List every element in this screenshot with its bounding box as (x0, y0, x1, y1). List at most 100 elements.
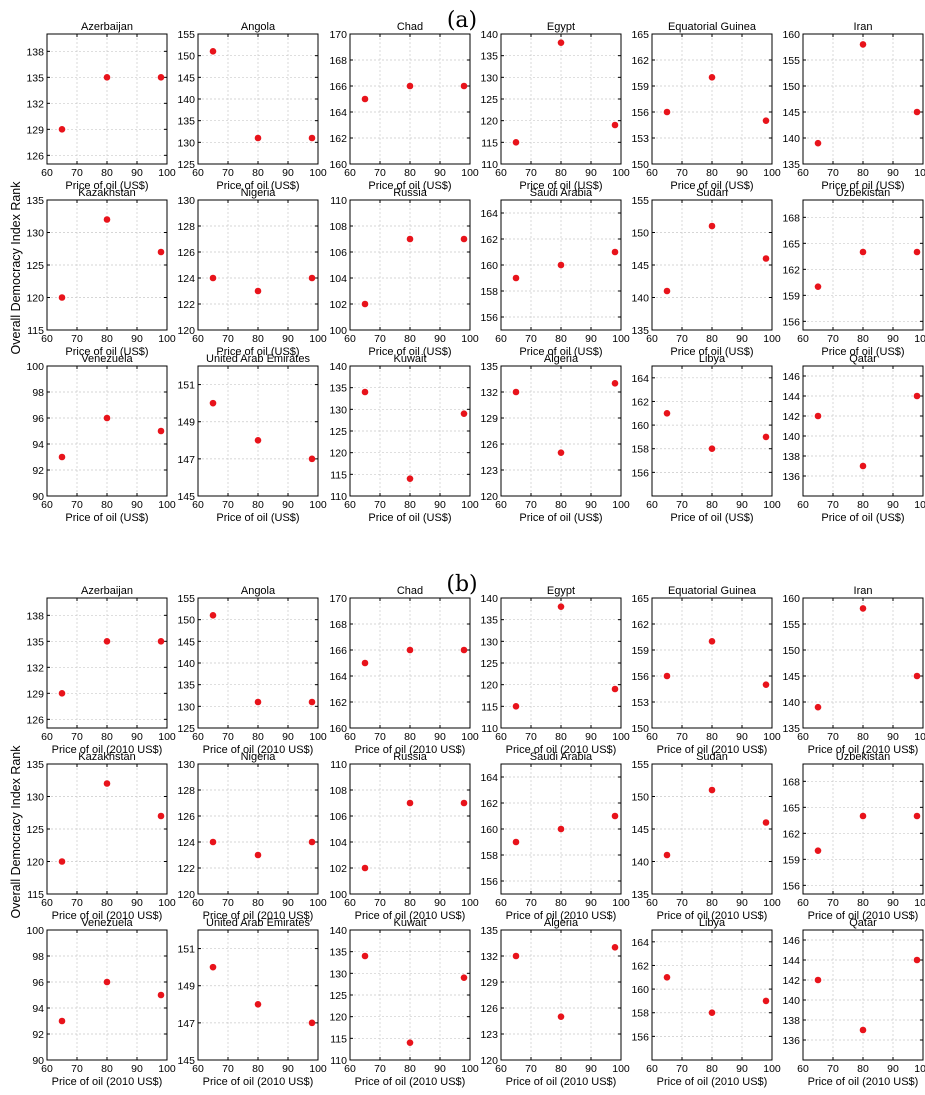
x-tick-label: 100 (309, 167, 327, 179)
x-tick-label: 70 (374, 897, 386, 909)
y-tick-label: 135 (177, 116, 195, 128)
y-tick-label: 168 (782, 212, 800, 224)
x-tick-label: 90 (434, 333, 446, 345)
y-tick-label: 125 (329, 426, 347, 438)
x-tick-label: 70 (71, 499, 83, 511)
y-tick-label: 142 (782, 411, 800, 423)
subplot-qatar: 60 70 80 90 100 136 138 140 142 144 146 Qatar Price … (782, 917, 925, 1088)
y-tick-label: 159 (782, 290, 800, 302)
x-tick-label: 60 (797, 1063, 809, 1075)
x-tick-label: 100 (158, 897, 176, 909)
subplot-chad: 60 70 80 90 100 160 162 164 166 168 170 Chad Price o… (329, 585, 478, 756)
y-tick-label: 164 (480, 208, 498, 220)
x-tick-label: 60 (344, 897, 356, 909)
data-point (103, 978, 111, 986)
x-tick-label: 100 (612, 167, 630, 179)
x-tick-label: 90 (585, 499, 597, 511)
x-tick-label: 90 (282, 1063, 294, 1075)
data-point (859, 462, 867, 470)
subplot-egypt: 60 70 80 90 100 110 115 120 125 130 135 140 Egypt Pri… (480, 21, 629, 192)
x-tick-label: 90 (434, 897, 446, 909)
data-point (254, 436, 262, 444)
data-point (103, 780, 111, 787)
x-tick-label: 100 (158, 1063, 176, 1075)
x-axis-label: Price of oil (US$) (216, 180, 299, 192)
y-tick-label: 129 (26, 124, 44, 136)
y-tick-label: 159 (631, 81, 649, 93)
y-tick-label: 130 (26, 792, 44, 804)
subplot-title: Uzbekistan (836, 187, 890, 199)
x-axis-label: Price of oil (US$) (519, 180, 602, 192)
data-point (611, 812, 619, 820)
data-point (361, 388, 369, 396)
panel-label: (b) (446, 572, 477, 597)
y-tick-label: 129 (26, 688, 44, 700)
y-tick-label: 130 (177, 759, 195, 771)
data-point (460, 410, 468, 417)
x-tick-label: 90 (434, 499, 446, 511)
y-tick-label: 135 (480, 615, 498, 627)
y-tick-label: 156 (480, 876, 498, 888)
subplot-sudan: 60 70 80 90 100 135 140 145 150 155 Sudan Price of … (631, 751, 780, 922)
x-tick-label: 90 (736, 897, 748, 909)
data-point (913, 248, 921, 256)
subplot-title: Kazakhstan (78, 187, 135, 199)
x-tick-label: 80 (404, 167, 416, 179)
y-tick-label: 123 (480, 465, 498, 477)
data-point (611, 685, 619, 693)
subplot-title: Nigeria (241, 751, 277, 763)
subplot-sudan: 60 70 80 90 100 135 140 145 150 155 Sudan Price of … (631, 187, 780, 358)
data-point (58, 453, 66, 461)
x-tick-label: 100 (763, 333, 781, 345)
y-tick-label: 164 (631, 937, 649, 949)
x-tick-label: 100 (461, 167, 479, 179)
data-point (859, 41, 867, 48)
x-tick-label: 60 (495, 731, 507, 743)
y-tick-label: 170 (329, 29, 347, 41)
subplot-nigeria: 60 70 80 90 100 120 122 124 126 128 130 Nigeria Pric… (177, 751, 326, 922)
x-tick-label: 80 (706, 167, 718, 179)
y-axis-label: Overall Democracy Index Rank (9, 745, 23, 919)
data-point (209, 838, 217, 846)
x-tick-label: 70 (222, 731, 234, 743)
x-tick-label: 90 (887, 897, 899, 909)
x-tick-label: 100 (158, 167, 176, 179)
x-tick-label: 90 (282, 333, 294, 345)
y-tick-label: 147 (177, 1018, 195, 1030)
x-axis-label: Price of oil (2010 US$) (657, 910, 768, 922)
subplot-title: Qatar (849, 353, 877, 365)
y-tick-label: 135 (782, 723, 800, 735)
figure-panel-a: (a) Overall Democracy Index Rank 60 70 80 90 1… (9, 8, 925, 524)
subplot-title: Chad (397, 21, 423, 33)
y-tick-label: 110 (481, 723, 498, 735)
y-tick-label: 125 (26, 824, 44, 836)
data-point (611, 380, 619, 387)
x-tick-label: 90 (434, 167, 446, 179)
x-tick-label: 80 (252, 167, 264, 179)
x-tick-label: 80 (101, 499, 113, 511)
x-tick-label: 70 (374, 499, 386, 511)
x-tick-label: 100 (763, 1063, 781, 1075)
subplot-title: Kuwait (393, 917, 426, 929)
y-tick-label: 129 (480, 413, 498, 425)
data-point (762, 433, 770, 441)
x-tick-label: 60 (41, 167, 53, 179)
data-point (913, 108, 921, 116)
y-tick-label: 140 (329, 925, 347, 937)
y-tick-label: 126 (177, 811, 195, 823)
y-tick-label: 135 (782, 159, 800, 171)
x-tick-label: 70 (525, 731, 537, 743)
data-point (663, 287, 671, 295)
y-tick-label: 145 (782, 107, 800, 119)
y-tick-label: 165 (782, 238, 800, 250)
x-axis-label: Price of oil (2010 US$) (657, 1076, 768, 1088)
x-tick-label: 100 (309, 731, 327, 743)
subplot-united-arab-emirates: 60 70 80 90 100 145 147 149 151 United Arab Emira… (177, 917, 326, 1088)
subplot-united-arab-emirates: 60 70 80 90 100 145 147 149 151 United Arab Emira… (177, 353, 326, 524)
subplot-title: Azerbaijan (81, 585, 133, 597)
x-tick-label: 70 (71, 731, 83, 743)
data-point (913, 392, 921, 400)
subplot-kuwait: 60 70 80 90 100 110 115 120 125 130 135 140 Kuwait Pr… (329, 917, 478, 1088)
x-tick-label: 90 (887, 731, 899, 743)
